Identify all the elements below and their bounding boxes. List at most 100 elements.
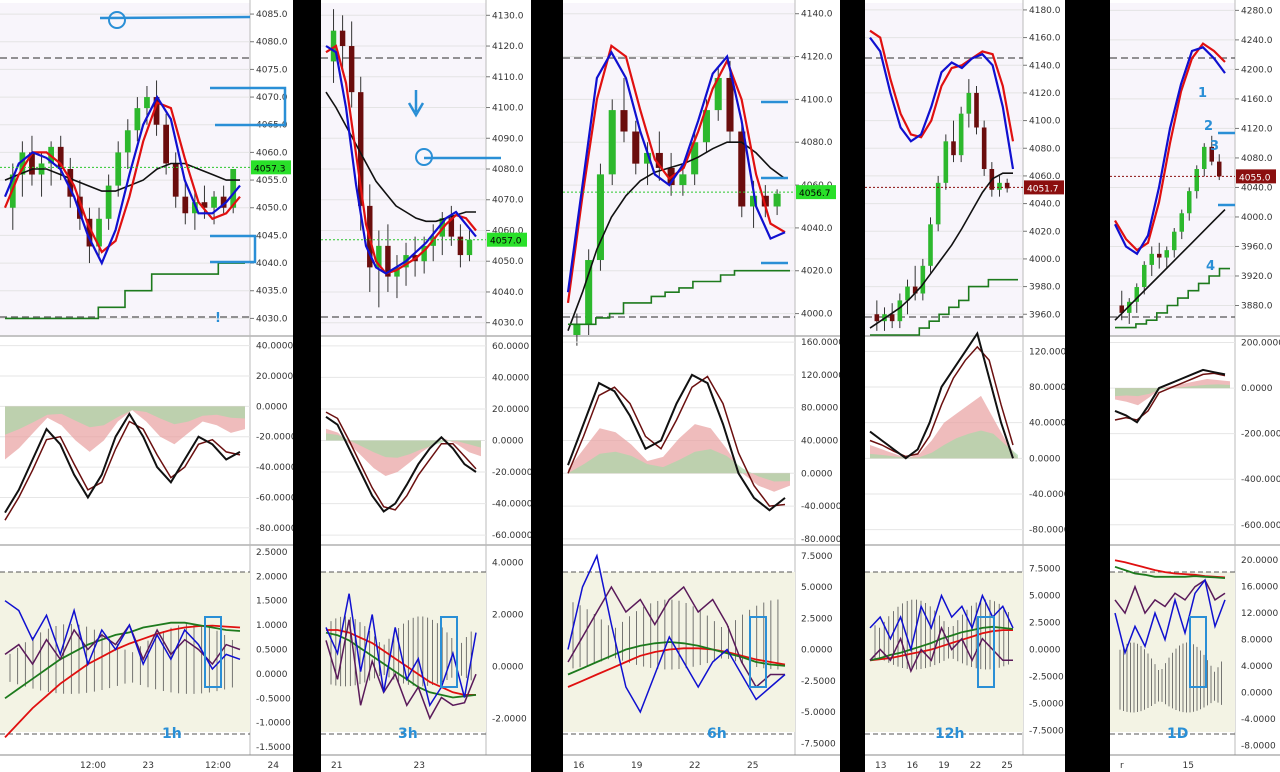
black-ma-line [1114, 209, 1226, 321]
osc-tick-label: 0.0000 [801, 646, 833, 656]
candle-up [466, 239, 473, 256]
current-price-badge [1236, 169, 1276, 184]
macd-tick-label: -60.0000 [256, 493, 293, 503]
chart-svg: 4085.04080.04075.04070.04065.04060.04055… [0, 0, 293, 771]
blue-ma-line [1114, 46, 1226, 256]
annotation-box [749, 616, 767, 688]
osc-tick-label: -2.0000 [492, 714, 527, 724]
osc-tick-label: 4.0000 [492, 559, 524, 569]
candle-down [86, 218, 93, 247]
osc-green-line [325, 631, 477, 699]
price-tick-label: 4100.0 [1029, 117, 1061, 127]
osc-tick-label: -8.0000 [1241, 741, 1276, 751]
macd-line [869, 331, 1014, 460]
candle-down [339, 30, 346, 47]
red-ma-line [325, 44, 477, 275]
price-tick-label: 4070.0 [256, 93, 288, 103]
green-stop-line [1115, 267, 1230, 329]
candle-up [958, 113, 964, 156]
chart-svg: 4140.04120.04100.04080.04060.04040.04020… [563, 0, 840, 771]
macd-signal-line [869, 345, 1014, 458]
price-tick-label: 3960.0 [1241, 242, 1273, 252]
osc-tick-label: 5.0000 [1029, 592, 1061, 602]
annotation-box [977, 616, 995, 688]
osc-tick-label: 7.5000 [1029, 565, 1061, 575]
candle-up [920, 265, 926, 294]
candle-up [144, 97, 150, 109]
macd-histogram-green [5, 406, 245, 435]
price-tick-label: 4080.0 [256, 38, 288, 48]
chart-panel-6h: 4140.04120.04100.04080.04060.04040.04020… [563, 0, 840, 772]
price-tick-label: 4040.0 [1029, 200, 1061, 210]
candle-down [29, 152, 35, 175]
osc-tick-label: 0.0000 [492, 662, 524, 672]
osc-tick-label: -7.5000 [1029, 726, 1064, 736]
candle-up [105, 185, 112, 219]
candle-up [897, 300, 903, 322]
current-price-label: 4056.7 [799, 189, 831, 199]
osc-purple-line [1114, 579, 1226, 615]
osc-green-line [1114, 565, 1226, 579]
candle-up [573, 324, 581, 335]
candle-down [348, 46, 355, 93]
osc-tick-label: 2.0000 [492, 610, 524, 620]
x-tick-label: 22 [689, 761, 700, 771]
candle-up [1187, 191, 1192, 214]
black-ma-line [567, 141, 786, 331]
candle-down [153, 97, 160, 125]
price-tick-label: 4080.0 [492, 165, 524, 175]
x-tick-label: 24 [268, 761, 280, 771]
candle-up [1127, 301, 1132, 313]
annotation-box [1189, 616, 1207, 688]
price-tick-label: 4120.0 [492, 42, 524, 52]
candle-down [761, 195, 769, 207]
annotation-bracket [210, 234, 257, 264]
candle-up [330, 30, 337, 62]
x-tick-label: 19 [631, 761, 643, 771]
x-tick-label: 23 [143, 761, 154, 771]
candle-down [981, 127, 987, 169]
candle-up [702, 110, 710, 143]
price-tick-label: 4040.0 [801, 224, 833, 234]
price-tick-label: 4050.0 [492, 257, 524, 267]
macd-tick-label: 40.0000 [492, 373, 529, 383]
candle-down [220, 196, 227, 208]
current-price-label: 4051.7 [1027, 184, 1059, 194]
candle-up [773, 193, 781, 207]
price-tick-label: 4100.0 [801, 95, 833, 105]
candle-up [376, 245, 382, 268]
candle-up [935, 182, 941, 225]
macd-tick-label: 120.0000 [801, 371, 840, 381]
osc-tick-label: 2.5000 [1029, 619, 1061, 629]
candle-down [201, 202, 208, 208]
chart-panel-1d: 4280.0 4240.0 4200.0 4160.0 4120.0 4080.0 4040… [1110, 0, 1280, 772]
macd-line [4, 411, 241, 514]
price-tick-label: 4060.0 [492, 226, 524, 236]
candle-up [596, 174, 604, 261]
price-tick-label: 4040.0 [256, 259, 288, 269]
macd-signal-line [4, 420, 241, 521]
red-ma-line [3, 101, 241, 254]
candle-up [394, 267, 400, 277]
annotation-number: 1 [1198, 86, 1207, 101]
x-tick-label: 15 [1183, 761, 1194, 771]
candle-up [19, 152, 26, 175]
macd-signal-line [567, 375, 786, 507]
price-tick-label: 4120.0 [801, 53, 833, 63]
price-tick-label: 4140.0 [801, 10, 833, 20]
candle-up [928, 224, 933, 266]
macd-line [567, 373, 786, 512]
candle-up [585, 260, 593, 325]
candle-up [1164, 250, 1169, 258]
current-price-badge [487, 232, 527, 247]
x-tick-label: 25 [1001, 761, 1012, 771]
price-tick-label: 4280.0 [1241, 6, 1273, 16]
candle-up [96, 218, 102, 247]
macd-tick-label: 20.0000 [256, 372, 293, 382]
x-tick-label: 22 [970, 761, 981, 771]
macd-histogram-green [870, 430, 1018, 459]
annotation-line [99, 15, 251, 20]
candle-down [1209, 146, 1214, 162]
candle-up [905, 286, 910, 301]
osc-blue-line [869, 593, 1014, 653]
